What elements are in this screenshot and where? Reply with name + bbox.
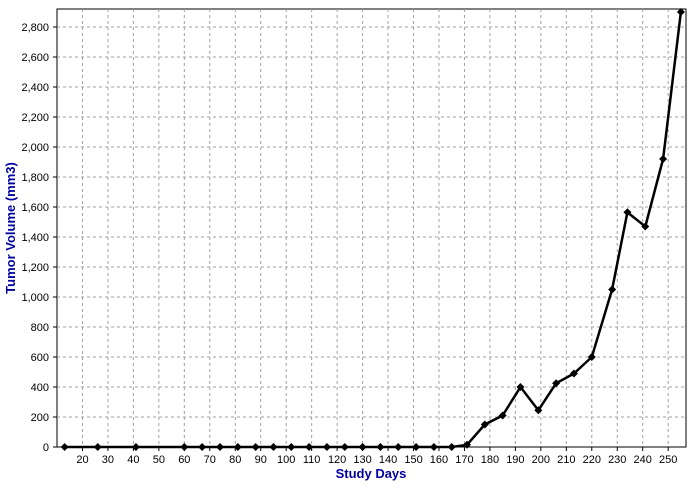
data-point	[340, 443, 349, 451]
y-tick-label: 2,600	[21, 52, 49, 64]
data-point	[429, 443, 438, 451]
data-point	[659, 155, 668, 163]
data-point	[462, 440, 471, 449]
y-tick-label: 1,800	[21, 172, 49, 184]
x-tick-label: 150	[404, 454, 422, 466]
x-tick-label: 140	[379, 454, 397, 466]
x-tick-label: 110	[303, 454, 321, 466]
data-point	[516, 383, 525, 391]
x-tick-label: 200	[532, 454, 550, 466]
x-tick-label: 40	[127, 454, 139, 466]
y-tick-label: 800	[31, 322, 49, 334]
data-point	[60, 443, 69, 451]
y-tick-label: 0	[43, 442, 49, 454]
plot-area	[56, 8, 687, 448]
data-point	[447, 443, 456, 451]
x-tick-label: 170	[455, 454, 473, 466]
x-tick-label: 230	[608, 454, 626, 466]
data-point	[358, 443, 367, 451]
x-tick-label: 180	[481, 454, 499, 466]
data-point	[180, 443, 189, 451]
grid-lines	[57, 9, 686, 447]
data-point	[587, 353, 596, 361]
x-tick-label: 240	[634, 454, 652, 466]
x-tick-label: 220	[583, 454, 601, 466]
data-point	[251, 443, 260, 451]
data-point	[412, 443, 421, 451]
x-tick-label: 70	[204, 454, 216, 466]
x-tick-label: 250	[659, 454, 677, 466]
x-tick-label: 130	[353, 454, 371, 466]
data-point	[498, 411, 507, 420]
data-point	[198, 443, 207, 451]
data-point	[305, 443, 314, 451]
data-point	[534, 406, 543, 415]
x-tick-label: 80	[229, 454, 241, 466]
y-tick-label: 1,400	[21, 232, 49, 244]
y-tick-label: 2,400	[21, 82, 49, 94]
x-tick-label: 120	[328, 454, 346, 466]
y-tick-label: 1,000	[21, 292, 49, 304]
y-tick-label: 600	[31, 352, 49, 364]
x-tick-label: 90	[255, 454, 267, 466]
x-tick-label: 50	[153, 454, 165, 466]
y-tick-label: 2,800	[21, 22, 49, 34]
data-point	[623, 208, 632, 217]
y-tick-label: 1,200	[21, 262, 49, 274]
y-tick-label: 400	[31, 382, 49, 394]
y-axis-title: Tumor Volume (mm3)	[3, 162, 18, 294]
data-point	[215, 443, 224, 451]
x-axis-title: Study Days	[336, 466, 407, 481]
x-axis-ticks: 20 30 40 50 60 70 80 90 100 110 120 130 140 150 160 170…	[76, 447, 677, 466]
y-tick-label: 2,000	[21, 142, 49, 154]
y-tick-label: 200	[31, 412, 49, 424]
y-tick-label: 2,200	[21, 112, 49, 124]
data-point	[269, 443, 278, 451]
x-tick-label: 60	[178, 454, 190, 466]
data-point	[287, 443, 296, 451]
data-point	[552, 379, 561, 388]
x-tick-label: 20	[76, 454, 88, 466]
data-point	[641, 222, 650, 231]
data-point	[376, 443, 385, 451]
x-tick-label: 30	[102, 454, 114, 466]
y-axis-ticks: 0 200 400 600 800 1,000 1,200 1,400 1,600 1,800 2,…	[21, 22, 57, 454]
x-tick-label: 210	[557, 454, 575, 466]
data-point	[394, 443, 403, 451]
data-point	[676, 8, 685, 16]
data-point	[93, 443, 102, 451]
data-point	[322, 443, 331, 451]
x-tick-label: 190	[506, 454, 524, 466]
x-tick-label: 160	[430, 454, 448, 466]
data-point	[569, 369, 578, 378]
y-tick-label: 1,600	[21, 202, 49, 214]
x-tick-label: 100	[277, 454, 295, 466]
data-point	[233, 443, 242, 451]
data-point	[131, 443, 140, 451]
data-point	[608, 285, 617, 294]
data-point	[480, 420, 489, 429]
series-group	[60, 8, 685, 451]
